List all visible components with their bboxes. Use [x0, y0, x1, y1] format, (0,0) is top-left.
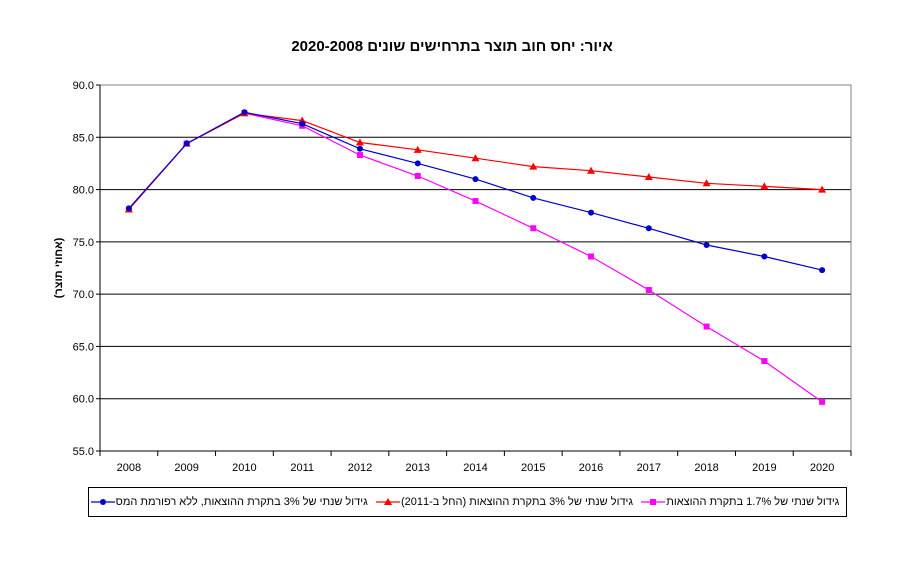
- legend-marker: [383, 498, 392, 505]
- data-point: [760, 182, 769, 190]
- data-point: [472, 198, 479, 205]
- x-tick-label: 2010: [232, 462, 256, 474]
- data-point: [414, 160, 421, 167]
- data-point: [761, 253, 768, 260]
- data-point: [472, 176, 479, 183]
- data-point: [761, 358, 768, 365]
- data-point: [471, 154, 480, 162]
- series-line: [128, 112, 823, 210]
- data-point: [530, 194, 537, 201]
- x-tick-label: 2009: [174, 462, 198, 474]
- x-tick-label: 2012: [348, 462, 372, 474]
- legend-label: גידול שנתי של 3% בתקרת ההוצאות (החל ב-20…: [400, 496, 634, 508]
- data-point: [356, 152, 363, 159]
- data-point: [645, 286, 652, 293]
- data-point: [703, 323, 710, 330]
- x-tick-label: 2019: [752, 462, 776, 474]
- data-point: [356, 145, 363, 152]
- data-point: [588, 209, 595, 216]
- legend-item: גידול שנתי של 1.7% בתקרת ההוצאות: [640, 496, 845, 508]
- data-point: [702, 179, 711, 187]
- x-tick-label: 2014: [463, 462, 487, 474]
- data-point: [413, 145, 422, 153]
- y-tick-label: 85.0: [73, 132, 94, 144]
- y-tick-label: 60.0: [73, 394, 94, 406]
- data-point: [818, 185, 827, 193]
- series-layer: [124, 109, 827, 405]
- data-point: [125, 205, 132, 212]
- y-tick-label: 70.0: [73, 289, 94, 301]
- data-point: [183, 140, 190, 147]
- legend-item: גידול שנתי של 3% בתקרת ההוצאות (החל ב-20…: [375, 496, 639, 508]
- series-3-percent-no-tax-reform: [125, 109, 826, 274]
- series-3-percent: [124, 109, 827, 213]
- legend-item: גידול שנתי של 3% בתקרת ההוצאות, ללא רפור…: [90, 496, 374, 508]
- y-tick-label: 55.0: [73, 446, 94, 458]
- legend-swatch: [641, 499, 666, 505]
- data-point: [644, 173, 653, 181]
- x-tick-label: 2016: [579, 462, 603, 474]
- y-tick-label: 90.0: [73, 80, 94, 92]
- legend-swatch: [375, 498, 400, 505]
- legend-marker: [650, 499, 657, 505]
- chart-title: איור: יחס חוב תוצר בתרחישים שונים 2020-2…: [291, 38, 613, 55]
- y-tick-label: 75.0: [73, 237, 94, 249]
- data-point: [819, 267, 826, 274]
- x-tick-label: 2013: [405, 462, 429, 474]
- x-tick-label: 2018: [694, 462, 718, 474]
- y-axis-label: (אחוזי תוצר): [53, 237, 65, 298]
- x-tick-label: 2020: [810, 462, 834, 474]
- data-point: [414, 172, 421, 179]
- data-point: [645, 225, 652, 232]
- data-point: [819, 398, 826, 405]
- legend-label: גידול שנתי של 3% בתקרת ההוצאות, ללא רפור…: [115, 496, 368, 508]
- data-point: [299, 120, 306, 127]
- series-line: [128, 111, 823, 271]
- data-point: [703, 241, 710, 248]
- x-tick-label: 2015: [521, 462, 545, 474]
- axis-layer: 55.0 60.0 65.0 70.0 75.0 80.0 85.0 90.0 2008 2009…: [73, 80, 852, 474]
- x-tick-label: 2017: [637, 462, 661, 474]
- x-tick-label: 2008: [117, 462, 141, 474]
- legend-label: גידול שנתי של 1.7% בתקרת ההוצאות: [666, 496, 840, 508]
- data-point: [529, 162, 538, 170]
- data-point: [587, 166, 596, 174]
- data-point: [530, 225, 537, 232]
- legend: גידול שנתי של 1.7% בתקרת ההוצאות גידול שנ…: [88, 487, 847, 517]
- y-tick-label: 80.0: [73, 185, 94, 197]
- legend-marker: [99, 499, 106, 505]
- legend-swatch: [90, 499, 115, 505]
- y-tick-label: 65.0: [73, 341, 94, 353]
- plot-frame: [99, 84, 852, 452]
- x-tick-label: 2011: [290, 462, 314, 474]
- data-point: [241, 109, 248, 116]
- data-point: [588, 253, 595, 260]
- data-point: [355, 138, 364, 146]
- grid-layer: [100, 136, 851, 400]
